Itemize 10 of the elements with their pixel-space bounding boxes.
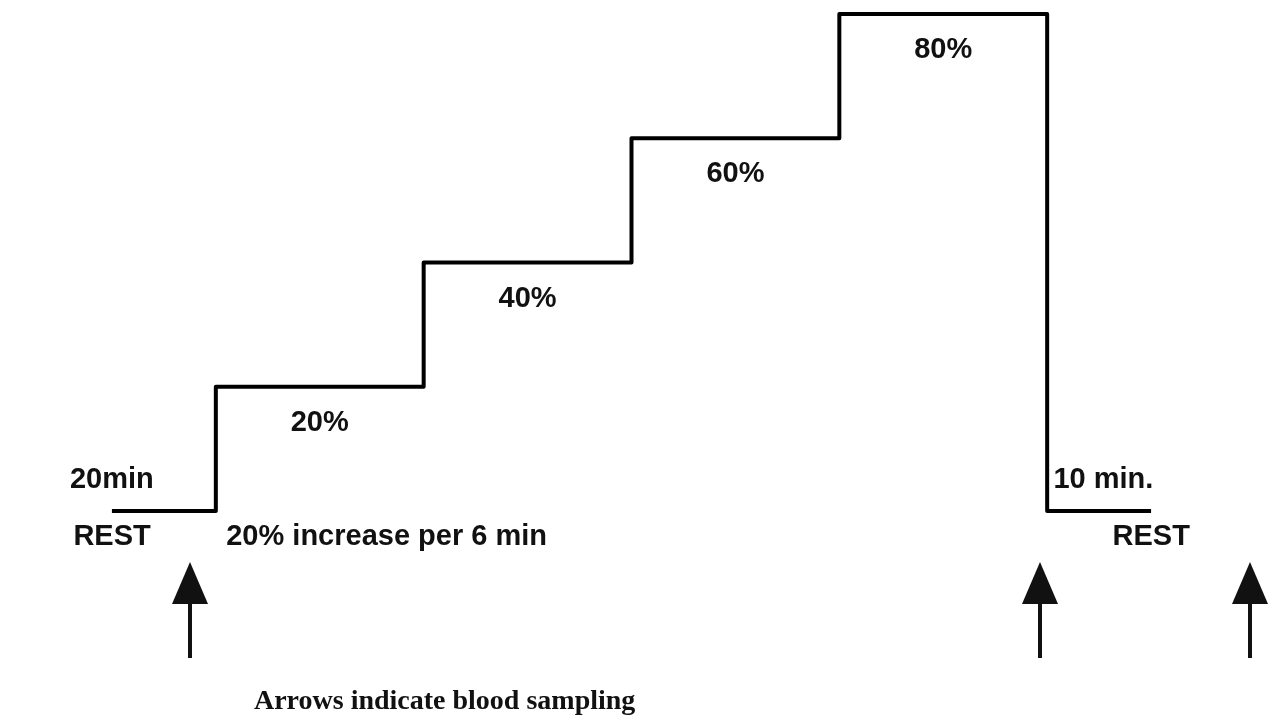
data-label: 60% [706,156,765,189]
text: Arrows indicate blood sampling [253,684,636,716]
data-label: 20% [290,404,349,437]
data-label: 80% [914,32,973,64]
text: REST [1112,518,1190,552]
text: REST [73,518,151,552]
data-label: 40% [498,280,557,313]
text: 20% increase per 6 min [226,518,548,552]
annotation: 20min [69,461,154,495]
annotation: 10 min. [1053,461,1154,495]
